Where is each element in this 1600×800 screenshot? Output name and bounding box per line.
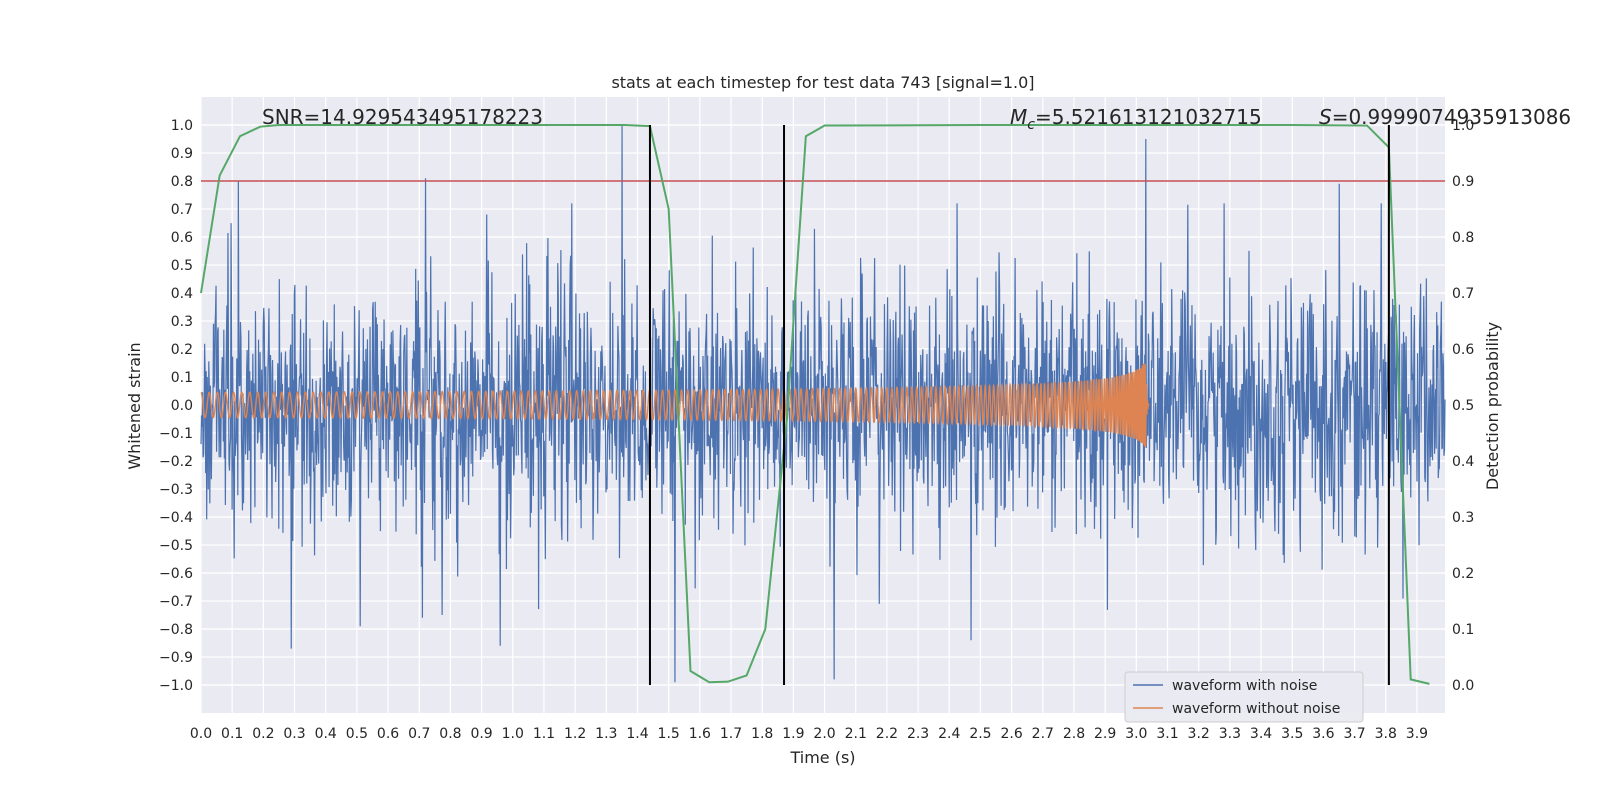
x-tick-label: 2.9: [1094, 726, 1116, 742]
probability-line: [200, 124, 1430, 685]
x-tick-label: 3.4: [1250, 726, 1272, 742]
legend-label-clean: waveform without noise: [1172, 701, 1340, 717]
x-tick-label: 2.4: [938, 726, 960, 742]
x-axis-label: Time (s): [789, 748, 855, 767]
y2-tick-label: 0.9: [1452, 174, 1474, 190]
x-tick-label: 2.2: [876, 726, 898, 742]
y-axis-label: Whitened strain: [125, 342, 144, 469]
x-tick-labels: 0.0 0.1 0.2 0.3 0.4 0.5 0.6 0.7 0.8 0.9 1.0 1.1 1.2 1…: [190, 726, 1428, 742]
y2-tick-label: 0.8: [1452, 230, 1474, 246]
annotation-s-symbol: S: [1319, 105, 1332, 129]
y-tick-label: −0.4: [159, 510, 193, 526]
x-tick-label: 1.2: [564, 726, 586, 742]
x-tick-label: 1.0: [502, 726, 524, 742]
x-tick-label: 0.0: [190, 726, 212, 742]
y2-tick-labels: 1.0 0.9 0.8 0.7 0.6 0.5 0.4 0.3 0.2 0.1 0.0: [1452, 118, 1474, 694]
clean-waveform-line: [200, 363, 1150, 448]
x-tick-label: 1.7: [720, 726, 742, 742]
y-tick-label: 0.8: [171, 174, 193, 190]
y2-tick-label: 0.0: [1452, 678, 1474, 694]
y-tick-label: 0.3: [171, 314, 193, 330]
x-tick-label: 1.1: [533, 726, 555, 742]
x-tick-label: 3.0: [1125, 726, 1147, 742]
x-tick-label: 2.1: [845, 726, 867, 742]
x-tick-label: 0.9: [470, 726, 492, 742]
x-tick-label: 0.2: [252, 726, 274, 742]
x-tick-label: 3.3: [1219, 726, 1241, 742]
y-tick-label: 0.0: [171, 398, 193, 414]
chart-title: stats at each timestep for test data 743…: [611, 73, 1034, 92]
x-tick-label: 3.8: [1375, 726, 1397, 742]
y2-axis-label: Detection probability: [1483, 322, 1502, 490]
x-tick-label: 3.6: [1312, 726, 1334, 742]
y2-tick-label: 1.0: [1452, 118, 1474, 134]
x-tick-label: 2.5: [969, 726, 991, 742]
x-tick-label: 2.7: [1032, 726, 1054, 742]
y2-tick-label: 0.4: [1452, 454, 1474, 470]
y2-tick-label: 0.6: [1452, 342, 1474, 358]
legend-box: [1124, 671, 1364, 723]
y-tick-label: 0.6: [171, 230, 193, 246]
x-tick-label: 2.6: [1000, 726, 1022, 742]
x-tick-label: 3.2: [1188, 726, 1210, 742]
y-tick-label: −0.3: [159, 482, 193, 498]
legend-label-noise: waveform with noise: [1172, 678, 1317, 694]
y-tick-label: 0.5: [171, 258, 193, 274]
x-tick-label: 0.6: [377, 726, 399, 742]
legend: waveform with noise waveform without noi…: [1124, 671, 1364, 723]
y-tick-label: 0.2: [171, 342, 193, 358]
y-tick-label: −0.1: [159, 426, 193, 442]
y-tick-label: 0.4: [171, 286, 193, 302]
y2-tick-label: 0.3: [1452, 510, 1474, 526]
y-tick-label: 0.9: [171, 146, 193, 162]
y-tick-label: −1.0: [159, 678, 193, 694]
y-tick-label: −0.8: [159, 622, 193, 638]
y2-tick-label: 0.5: [1452, 398, 1474, 414]
annotation-snr: SNR=14.929543495178223: [262, 105, 543, 129]
y2-tick-label: 0.2: [1452, 566, 1474, 582]
annotation-mc-value: =5.521613121032715: [1035, 105, 1262, 129]
series-detection-probability: [200, 124, 1430, 685]
x-tick-label: 0.8: [439, 726, 461, 742]
x-tick-label: 1.9: [782, 726, 804, 742]
x-tick-label: 1.6: [689, 726, 711, 742]
x-tick-label: 0.4: [315, 726, 337, 742]
y-tick-label: −0.6: [159, 566, 193, 582]
y-tick-label: 0.1: [171, 370, 193, 386]
y-tick-label: −0.5: [159, 538, 193, 554]
x-tick-label: 3.7: [1343, 726, 1365, 742]
annotation-s-value: =0.9999074935913086: [1332, 105, 1571, 129]
y-tick-labels: 1.0 0.9 0.8 0.7 0.6 0.5 0.4 0.3 0.2 0.1 0.0 −0.1 −0.…: [159, 118, 193, 694]
y-tick-label: −0.2: [159, 454, 193, 470]
x-tick-label: 1.5: [658, 726, 680, 742]
y2-tick-label: 0.1: [1452, 622, 1474, 638]
x-tick-label: 2.3: [907, 726, 929, 742]
y-tick-label: 1.0: [171, 118, 193, 134]
annotation-mc-subscript: c: [1027, 117, 1035, 133]
annotation-s: S=0.9999074935913086: [1319, 105, 1571, 129]
y-tick-label: −0.7: [159, 594, 193, 610]
x-tick-label: 2.8: [1063, 726, 1085, 742]
x-tick-label: 0.3: [283, 726, 305, 742]
x-tick-label: 3.9: [1406, 726, 1428, 742]
y-tick-label: 0.7: [171, 202, 193, 218]
annotation-mc: Mc=5.521613121032715: [1010, 105, 1262, 133]
x-tick-label: 2.0: [813, 726, 835, 742]
series-waveform-without-noise: [200, 363, 1150, 448]
annotation-mc-symbol: M: [1010, 105, 1027, 129]
x-tick-label: 3.5: [1281, 726, 1303, 742]
x-tick-label: 0.7: [408, 726, 430, 742]
x-tick-label: 1.8: [751, 726, 773, 742]
y2-tick-label: 0.7: [1452, 286, 1474, 302]
x-tick-label: 0.1: [221, 726, 243, 742]
x-tick-label: 3.1: [1156, 726, 1178, 742]
grid: [200, 97, 1445, 713]
y-tick-label: −0.9: [159, 650, 193, 666]
x-tick-label: 0.5: [346, 726, 368, 742]
x-tick-label: 1.4: [626, 726, 648, 742]
x-tick-label: 1.3: [595, 726, 617, 742]
vertical-markers: [648, 125, 1390, 685]
